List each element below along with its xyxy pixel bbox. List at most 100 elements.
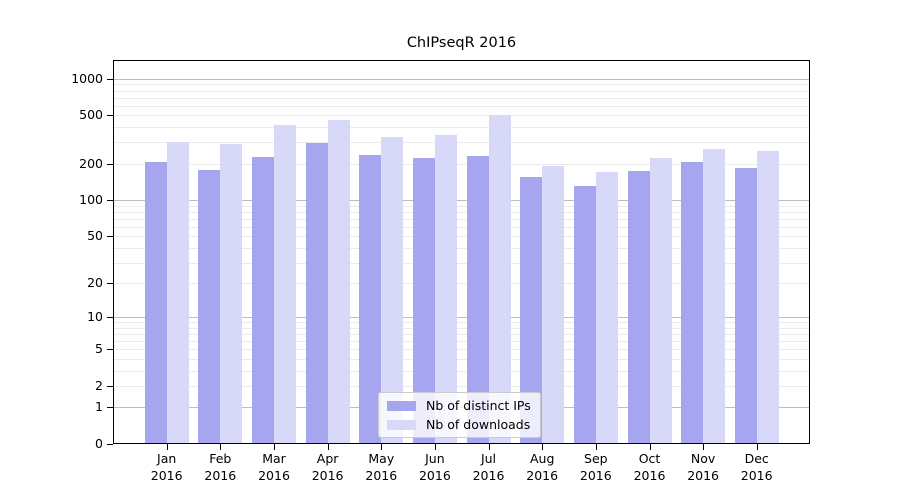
y-tick-label: 5 [95, 341, 103, 357]
x-tick [756, 444, 758, 450]
chart-title: ChIPseqR 2016 [406, 35, 517, 51]
legend-label-distinct-ips: Nb of distinct IPs [426, 398, 531, 413]
x-tick [649, 444, 651, 450]
bar-distinct-ips-jul [466, 155, 489, 444]
x-tick-label: Nov 2016 [687, 451, 719, 483]
bar-distinct-ips-jun [412, 158, 435, 444]
minor-gridline [114, 205, 809, 207]
minor-gridline [114, 322, 809, 324]
y-tick [107, 444, 113, 445]
minor-gridline [114, 236, 809, 238]
x-tick-label: Mar 2016 [258, 451, 290, 483]
y-tick-label: 500 [79, 107, 103, 123]
x-tick-label: May 2016 [365, 451, 398, 483]
x-tick [434, 444, 436, 450]
bar-distinct-ips-may [359, 155, 382, 444]
bar-distinct-ips-aug [520, 177, 543, 444]
minor-gridline [114, 349, 809, 351]
minor-gridline [114, 327, 809, 329]
legend-swatch-distinct-ips [387, 400, 416, 411]
bar-downloads-jun [434, 135, 457, 444]
bar-downloads-nov [703, 148, 726, 444]
x-tick-label: Jun 2016 [418, 451, 451, 483]
x-tick [488, 444, 490, 450]
x-tick-label: Oct 2016 [633, 451, 666, 483]
major-gridline [114, 200, 809, 202]
minor-gridline [114, 385, 809, 387]
bar-distinct-ips-dec [734, 167, 757, 444]
x-tick [703, 444, 705, 450]
y-tick [107, 78, 113, 80]
minor-gridline [114, 262, 809, 264]
minor-gridline [114, 211, 809, 213]
y-tick [107, 407, 113, 409]
minor-gridline [114, 226, 809, 228]
y-tick-label: 1000 [71, 70, 103, 86]
bar-downloads-apr [327, 119, 350, 444]
y-tick [107, 385, 113, 387]
minor-gridline [114, 142, 809, 144]
x-tick-label: Sep 2016 [579, 451, 612, 483]
x-tick [595, 444, 597, 450]
x-tick-label: Apr 2016 [311, 451, 344, 483]
y-tick-label: 200 [79, 155, 103, 171]
minor-gridline [114, 84, 809, 86]
y-tick-label: 20 [87, 275, 103, 291]
y-tick-label: 2 [95, 377, 103, 393]
bar-distinct-ips-apr [305, 142, 328, 444]
minor-gridline [114, 283, 809, 285]
minor-gridline [114, 127, 809, 129]
legend-item-downloads: Nb of downloads [387, 417, 531, 432]
y-tick-label: 0 [95, 436, 103, 451]
minor-gridline [114, 97, 809, 99]
y-tick [107, 163, 113, 165]
y-tick [107, 317, 113, 319]
y-tick [107, 283, 113, 285]
minor-gridline [114, 247, 809, 249]
minor-gridline [114, 115, 809, 117]
y-tick-label: 100 [79, 192, 103, 208]
y-tick [107, 349, 113, 351]
minor-gridline [114, 370, 809, 372]
y-tick [107, 115, 113, 117]
bar-distinct-ips-feb [198, 170, 221, 444]
x-tick [327, 444, 329, 450]
bar-distinct-ips-nov [681, 162, 704, 444]
y-tick [107, 200, 113, 202]
bar-downloads-may [381, 136, 404, 444]
x-tick [166, 444, 168, 450]
y-tick-label: 10 [87, 309, 103, 325]
minor-gridline [114, 90, 809, 92]
x-tick-label: Feb 2016 [204, 451, 237, 483]
major-gridline [114, 78, 809, 80]
x-tick [274, 444, 275, 450]
x-tick [220, 444, 222, 450]
major-gridline [114, 317, 809, 319]
x-tick-label: Dec 2016 [740, 451, 773, 483]
legend-label-downloads: Nb of downloads [426, 417, 531, 432]
x-tick-label: Aug 2016 [526, 451, 559, 483]
y-tick-label: 1 [95, 399, 103, 415]
bar-downloads-sep [595, 172, 618, 444]
bar-downloads-jan [166, 141, 189, 444]
bar-distinct-ips-mar [252, 156, 274, 444]
bar-distinct-ips-sep [573, 185, 596, 444]
legend-item-distinct-ips: Nb of distinct IPs [387, 398, 531, 413]
bar-downloads-mar [274, 124, 296, 444]
minor-gridline [114, 358, 809, 360]
bar-distinct-ips-jan [144, 162, 167, 444]
bar-downloads-aug [542, 166, 565, 444]
minor-gridline [114, 105, 809, 107]
y-tick [107, 236, 113, 238]
legend: Nb of distinct IPs Nb of downloads [378, 392, 541, 438]
bar-downloads-jul [488, 115, 511, 444]
x-tick-label: Jul 2016 [472, 451, 505, 483]
x-tick [542, 444, 544, 450]
bar-downloads-dec [756, 150, 779, 444]
bar-downloads-oct [649, 157, 672, 444]
bar-downloads-feb [220, 144, 243, 444]
minor-gridline [114, 334, 809, 336]
x-tick-label: Jan 2016 [150, 451, 183, 483]
minor-gridline [114, 218, 809, 220]
